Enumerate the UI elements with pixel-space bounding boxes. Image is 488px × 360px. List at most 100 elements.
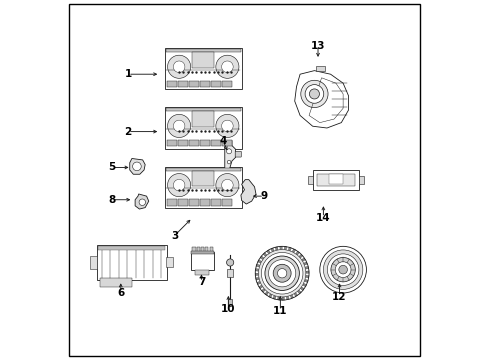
Bar [211,199,221,206]
Polygon shape [297,290,301,294]
Polygon shape [299,254,302,258]
Circle shape [338,265,346,274]
Text: 11: 11 [273,306,287,316]
Text: 12: 12 [332,292,346,302]
Polygon shape [305,275,308,278]
Circle shape [173,61,184,73]
Polygon shape [264,292,268,295]
Bar [165,49,240,52]
Polygon shape [305,271,308,273]
FancyBboxPatch shape [235,151,241,157]
Bar [211,140,221,147]
Polygon shape [263,253,266,256]
Polygon shape [258,285,262,289]
Circle shape [215,55,239,78]
Polygon shape [286,296,288,300]
Bar [98,246,165,250]
Circle shape [309,89,319,99]
Polygon shape [272,296,275,299]
Circle shape [323,250,362,289]
Polygon shape [255,269,258,271]
Polygon shape [268,294,271,298]
Circle shape [268,260,295,287]
Polygon shape [260,256,263,260]
Bar [211,81,221,87]
Circle shape [139,199,145,206]
Bar [190,252,213,270]
Circle shape [264,256,299,291]
Bar [209,247,212,252]
Circle shape [273,264,290,282]
Bar [316,174,354,186]
Polygon shape [279,246,282,249]
Bar [166,81,177,87]
Bar [200,140,209,147]
Circle shape [300,80,327,108]
Bar [308,176,313,184]
Bar [164,107,241,149]
Bar [165,108,240,111]
Bar [165,168,240,171]
Bar [166,140,177,147]
Text: 14: 14 [315,213,330,222]
Bar [205,247,208,252]
Bar [188,81,199,87]
Circle shape [261,252,303,294]
Circle shape [221,179,233,191]
Bar [201,247,203,252]
Circle shape [226,259,233,266]
Polygon shape [284,247,286,249]
Circle shape [167,114,190,138]
Circle shape [215,174,239,197]
Bar [178,81,187,87]
Circle shape [258,249,305,297]
Text: 13: 13 [310,41,325,50]
Bar [195,270,209,275]
Circle shape [305,85,323,103]
Polygon shape [135,194,148,209]
Bar [222,199,232,206]
Circle shape [326,254,358,285]
Circle shape [221,61,233,73]
Text: 3: 3 [171,231,178,240]
Polygon shape [282,297,284,300]
Bar [178,140,187,147]
Text: 10: 10 [221,304,235,314]
Bar [328,174,343,184]
Circle shape [132,162,141,171]
Polygon shape [288,247,291,251]
Circle shape [227,160,230,164]
Text: 6: 6 [117,288,124,298]
Polygon shape [295,251,299,255]
Circle shape [335,262,350,278]
Text: 7: 7 [197,277,205,287]
Bar [165,257,173,267]
Text: 1: 1 [124,69,131,79]
Polygon shape [294,71,348,128]
Bar [178,199,187,206]
Bar [222,81,232,87]
Bar [200,81,209,87]
Bar [100,278,131,287]
Polygon shape [129,158,145,174]
Bar [192,171,214,186]
Circle shape [167,174,190,197]
Polygon shape [266,250,269,253]
Polygon shape [277,297,280,300]
Polygon shape [316,66,325,71]
Polygon shape [255,278,259,280]
Bar [200,199,209,206]
Polygon shape [224,140,235,169]
Polygon shape [255,273,258,276]
Polygon shape [256,264,259,267]
Bar [188,140,199,147]
Circle shape [277,269,286,278]
Circle shape [173,179,184,191]
Circle shape [167,55,190,78]
Polygon shape [257,260,261,263]
Bar [192,111,214,127]
Circle shape [173,120,184,132]
Bar [312,170,359,190]
Circle shape [215,114,239,138]
Text: 2: 2 [124,127,131,136]
